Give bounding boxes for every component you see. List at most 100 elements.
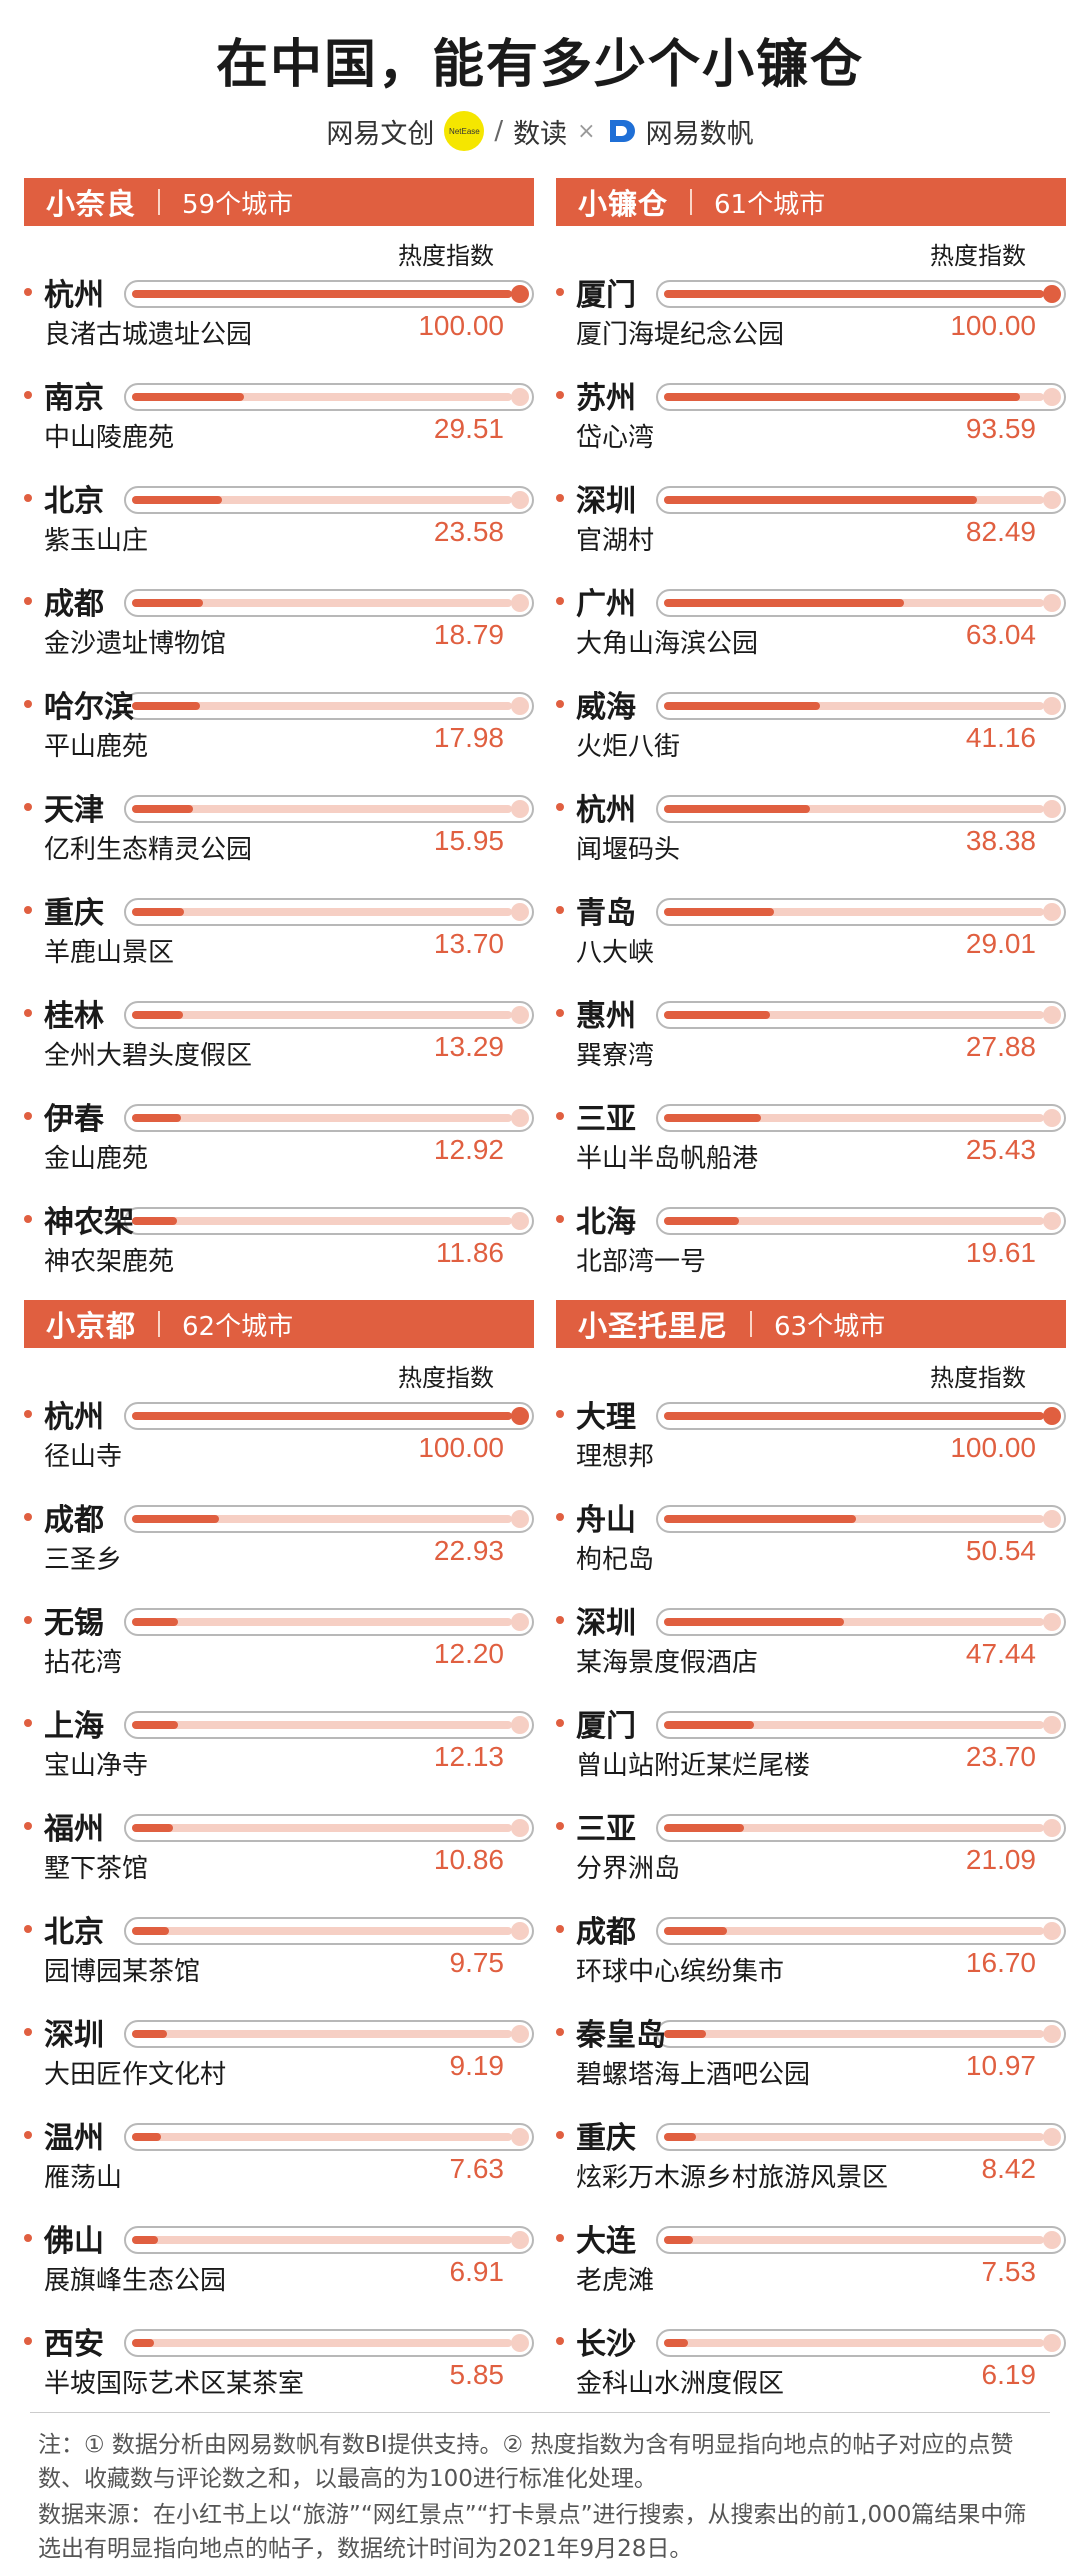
header-divider	[158, 1311, 161, 1337]
place-name: 炫彩万木源乡村旅游风景区	[576, 2163, 889, 2193]
place-name: 亿利生态精灵公园	[44, 835, 253, 865]
place-name: 火炬八街	[576, 732, 681, 762]
place-name: 官湖村	[576, 526, 655, 556]
city-count: 59个城市	[182, 189, 294, 220]
shudu-logo: 数读	[513, 118, 568, 150]
heat-bar-track	[124, 795, 534, 823]
bullet-dot	[556, 288, 564, 296]
heat-bar-fill	[132, 1217, 178, 1225]
heat-bar-fill	[132, 702, 201, 710]
city-count: 61个城市	[714, 189, 826, 220]
heat-bar-background	[132, 2339, 512, 2347]
heat-bar-fill	[664, 2236, 693, 2244]
heat-bar-knob	[1043, 1819, 1061, 1837]
city-name: 重庆	[44, 896, 104, 931]
heat-index-value: 100.00	[418, 310, 504, 341]
heat-bar-background	[132, 1824, 512, 1832]
heat-bar-fill	[664, 1412, 1044, 1420]
heat-bar-background	[664, 1721, 1044, 1729]
heat-bar-track	[124, 2123, 534, 2151]
list-item: 青岛 八大峡 29.01	[556, 884, 1066, 974]
list-item: 成都环球中心缤纷集市 16.70	[556, 1903, 1066, 1993]
logo-slash: /	[494, 116, 504, 146]
city-name: 深圳	[576, 1606, 636, 1641]
heat-bar-fill	[132, 1721, 179, 1729]
city-count: 62个城市	[182, 1311, 294, 1342]
list-item: 厦门 曾山站附近某烂尾楼 23.70	[556, 1697, 1066, 1787]
note-text: 注：① 数据分析由网易数帆有数BI提供支持。② 热度指数为含有明显指向地点的帖子…	[38, 2432, 1014, 2492]
heat-bar-fill	[132, 805, 193, 813]
heat-bar-knob	[1043, 1510, 1061, 1528]
place-name: 墅下茶馆	[44, 1854, 149, 1884]
place-name: 环球中心缤纷集市	[576, 1957, 785, 1987]
heat-bar-track	[124, 2020, 534, 2048]
heat-index-label: 热度指数	[930, 242, 1026, 270]
list-item: 伊春 金山鹿苑 12.92	[24, 1090, 534, 1180]
city-name: 成都	[576, 1915, 636, 1950]
place-name: 金山鹿苑	[44, 1144, 149, 1174]
bullet-dot	[556, 700, 564, 708]
heat-bar-knob	[511, 1819, 529, 1837]
heat-bar-track	[124, 589, 534, 617]
heat-bar-track	[656, 1814, 1066, 1842]
place-name: 径山寺	[44, 1442, 123, 1472]
list-item: 三亚 半山半岛帆船港 25.43	[556, 1090, 1066, 1180]
heat-index-value: 5.85	[449, 2359, 505, 2390]
list-item: 三亚 分界洲岛 21.09	[556, 1800, 1066, 1890]
place-name: 大田匠作文化村	[44, 2060, 227, 2090]
heat-bar-fill	[664, 805, 810, 813]
city-name: 天津	[44, 793, 104, 828]
city-name: 西安	[44, 2327, 104, 2362]
heat-bar-fill	[664, 393, 1020, 401]
bullet-dot	[556, 1822, 564, 1830]
heat-bar-fill	[132, 599, 204, 607]
list-item: 重庆 炫彩万木源乡村旅游风景区 8.42	[556, 2109, 1066, 2199]
city-name: 广州	[576, 587, 636, 622]
heat-bar-fill	[664, 1824, 745, 1832]
place-name: 紫玉山庄	[44, 526, 149, 556]
heat-index-value: 23.58	[433, 516, 504, 547]
bullet-dot	[556, 1410, 564, 1418]
panel-title: 小奈良	[46, 187, 137, 221]
ranking-panel: 小镰仓 61个城市 热度指数 厦门 厦门海堤纪念公园 100.00 苏州 岱心湾 93.59 深圳…	[556, 178, 1066, 1296]
bullet-dot	[24, 1925, 32, 1933]
bullet-dot	[24, 1822, 32, 1830]
heat-bar-background	[664, 805, 1044, 813]
heat-bar-background	[132, 1927, 512, 1935]
heat-index-value: 82.49	[965, 516, 1036, 547]
heat-bar-knob	[511, 800, 529, 818]
list-item: 北京 紫玉山庄 23.58	[24, 472, 534, 562]
heat-bar-track	[656, 2123, 1066, 2151]
city-name: 大理	[576, 1400, 636, 1435]
heat-index-value: 38.38	[965, 825, 1036, 856]
heat-bar-background	[664, 1927, 1044, 1935]
bullet-dot	[24, 597, 32, 605]
city-name: 佛山	[44, 2224, 104, 2259]
heat-index-value: 12.13	[433, 1741, 504, 1772]
panel-header: 小京都 62个城市	[24, 1300, 534, 1348]
city-name: 桂林	[44, 999, 104, 1034]
list-item: 舟山 枸杞岛 50.54	[556, 1491, 1066, 1581]
heat-index-value: 16.70	[965, 1947, 1036, 1978]
heat-bar-track	[656, 1402, 1066, 1430]
heat-bar-fill	[132, 1927, 170, 1935]
heat-index-value: 100.00	[418, 1432, 504, 1463]
city-name: 南京	[44, 381, 104, 416]
city-name: 厦门	[576, 278, 636, 313]
heat-index-value: 21.09	[965, 1844, 1036, 1875]
list-item: 北海 北部湾一号 19.61	[556, 1193, 1066, 1283]
heat-bar-knob	[511, 1212, 529, 1230]
list-item: 桂林 全州大碧头度假区 13.29	[24, 987, 534, 1077]
heat-bar-fill	[664, 908, 775, 916]
heat-bar-track	[124, 2226, 534, 2254]
heat-index-value: 12.92	[433, 1134, 504, 1165]
list-item: 天津 亿利生态精灵公园 15.95	[24, 781, 534, 871]
heat-index-value: 6.19	[981, 2359, 1037, 2390]
heat-bar-knob	[1043, 1407, 1061, 1425]
heat-index-value: 63.04	[965, 619, 1036, 650]
heat-bar-fill	[664, 290, 1044, 298]
city-name: 杭州	[44, 1400, 104, 1435]
city-name: 重庆	[576, 2121, 636, 2156]
list-item: 威海 火炬八街 41.16	[556, 678, 1066, 768]
heat-index-value: 50.54	[965, 1535, 1036, 1566]
